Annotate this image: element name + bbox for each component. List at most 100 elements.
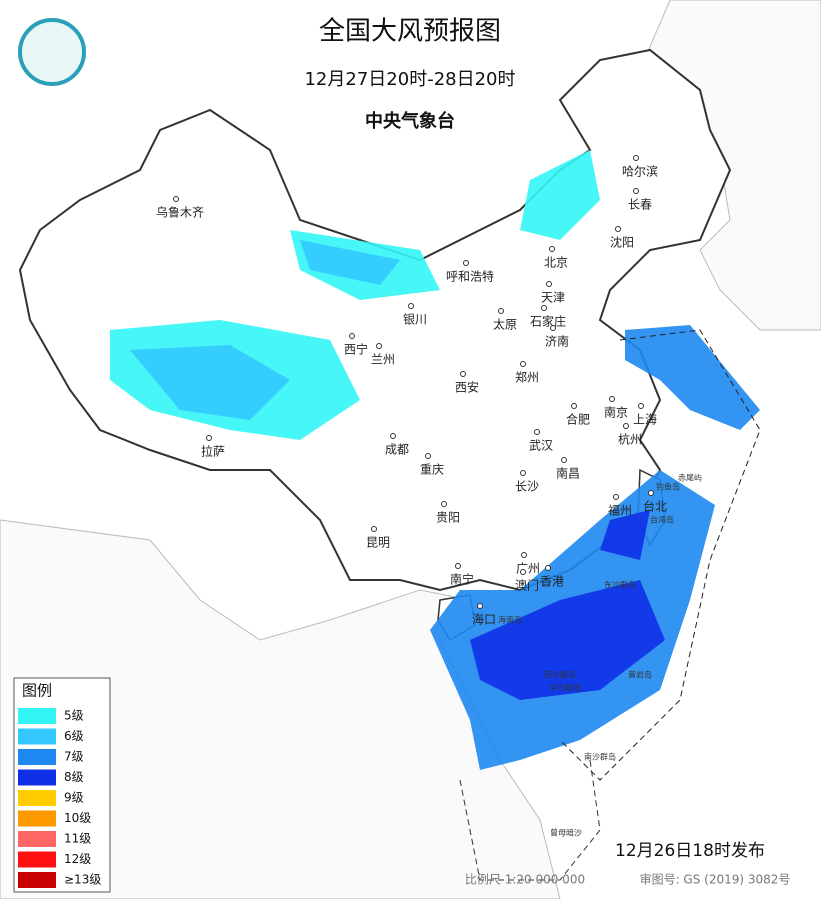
city-dot [561,457,567,463]
city-label: 天津 [541,291,565,305]
legend-swatch [18,810,56,827]
city-label: 太原 [493,317,517,332]
city-dot [613,494,619,500]
legend-swatch [18,872,56,888]
island-label: 黄岩岛 [628,670,652,680]
cma-logo [18,18,86,86]
wind-area [625,325,760,430]
city-dot [349,333,355,339]
city-dot [463,260,469,266]
city-dot [633,155,639,161]
sea-area-lines [559,329,761,781]
legend-title: 图例 [22,682,52,700]
city-dot [520,569,526,575]
issuer: 中央气象台 [365,110,455,132]
legend-swatch [18,831,56,847]
city-dot [521,552,527,558]
city-label: 哈尔滨 [622,164,658,179]
city-label: 海口 [472,612,496,627]
city-label: 重庆 [420,463,444,477]
city-dot [376,343,382,349]
approval: 审图号: GS (2019) 3082号 [640,872,791,887]
city-label: 福州 [608,503,632,518]
city-dot [441,501,447,507]
city-dot [520,470,526,476]
period: 12月27日20时-28日20时 [304,69,515,90]
wind-area [300,240,400,285]
scale: 比例尺 1:20 000 000 [465,873,585,887]
city-dot [615,226,621,232]
city-dot [206,435,212,441]
city-label: 石家庄 [530,314,566,329]
city-dot [390,433,396,439]
wind-area [470,580,665,700]
city-label: 南宁 [450,572,474,587]
island-label: 曾母暗沙 [550,828,582,838]
city-label: 长春 [628,198,652,212]
city-label: 西安 [455,380,479,395]
legend-swatch [18,708,56,724]
city-label: 武汉 [529,439,553,453]
city-dot [545,565,551,571]
legend: 5级 6级 7级 8级 9级 10级 11级 12级 ≥13级 [18,708,101,888]
island-label: 中沙群岛 [549,683,581,693]
legend-swatch [18,728,56,745]
city-label: 南京 [604,405,628,420]
island-label: 西沙群岛 [544,670,576,680]
city-label: 成都 [385,443,409,457]
release-time: 12月26日18时发布 [615,841,765,861]
city-dot [609,396,615,402]
city-dot [633,188,639,194]
title: 全国大风预报图 [319,17,501,47]
island-label: 台湾岛 [650,515,674,525]
city-dot [425,453,431,459]
city-label: 贵阳 [436,511,460,525]
city-dot [648,490,654,496]
legend-label: 8级 [64,770,84,784]
city-label: 郑州 [515,370,539,385]
legend-label: ≥13级 [64,873,101,887]
city-dot [173,196,179,202]
island-label: 海南岛 [498,615,522,625]
legend-swatch [18,749,56,765]
city-label: 银川 [403,313,427,327]
city-label: 西宁 [344,342,368,357]
city-label: 昆明 [366,536,390,550]
legend-swatch [18,790,56,806]
legend-label: 12级 [64,852,91,866]
city-dot [549,246,555,252]
city-label: 沈阳 [610,235,634,250]
city-dot [638,403,644,409]
city-label: 兰州 [371,353,395,367]
city-label: 香港 [540,575,564,589]
city-label: 广州 [516,562,540,576]
legend-label: 10级 [64,811,91,825]
city-dot [455,563,461,569]
city-dot [371,526,377,532]
wind-area [130,345,290,420]
legend-swatch [18,851,56,868]
city-label: 上海 [633,412,657,427]
legend-label: 5级 [64,709,84,723]
city-dot [460,371,466,377]
city-dot [520,361,526,367]
city-dot [623,423,629,429]
wind-areas [110,150,760,770]
city-dot [571,403,577,409]
wind-area [600,510,650,560]
city-label: 合肥 [566,412,590,427]
city-label: 杭州 [618,432,642,447]
city-label: 台北 [643,499,667,514]
city-label: 长沙 [515,480,539,494]
city-dot [534,429,540,435]
island-label: 南沙群岛 [584,752,616,762]
legend-label: 6级 [64,729,84,743]
city-dot [477,603,483,609]
legend-label: 9级 [64,791,84,805]
city-dot [498,308,504,314]
city-label: 澳门 [515,578,539,593]
wind-area [520,150,600,240]
